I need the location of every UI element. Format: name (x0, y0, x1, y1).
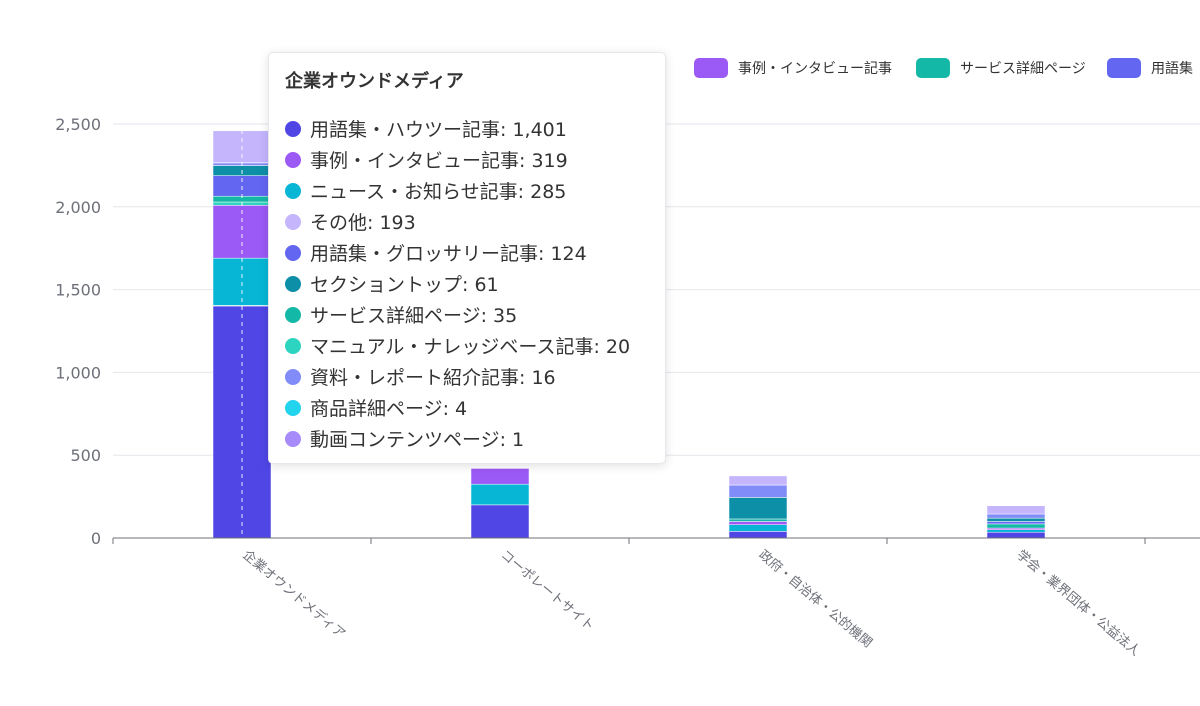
x-category-label: 学会・業界団体・公益法人 (1013, 547, 1143, 660)
tooltip-series-dot (285, 430, 301, 447)
legend-swatch (916, 58, 950, 78)
tooltip-row: ニュース・お知らせ記事: 285 (285, 175, 649, 206)
tooltip-rows: 用語集・ハウツー記事: 1,401 事例・インタビュー記事: 319 ニュース・お知… (285, 113, 649, 454)
x-category-label: コーポレートサイト (497, 548, 596, 635)
tooltip-series-dot (285, 151, 301, 168)
tooltip-title: 企業オウンドメディア (285, 71, 464, 92)
bar-segment (986, 505, 1046, 515)
chart-tooltip: 企業オウンドメディア 用語集・ハウツー記事: 1,401 事例・インタビュー記事:… (268, 52, 666, 464)
bar-segment (728, 521, 788, 526)
bar-segment (470, 504, 530, 539)
bar-segment (986, 513, 1046, 519)
tooltip-row: サービス詳細ページ: 35 (285, 299, 649, 330)
y-tick-label: 0 (91, 529, 101, 548)
tooltip-series-dot (285, 275, 301, 292)
bar-segment (728, 518, 788, 522)
tooltip-row: セクショントップ: 61 (285, 268, 649, 299)
tooltip-series-dot (285, 337, 301, 354)
bar-segment (728, 531, 788, 539)
tooltip-row-label: 事例・インタビュー記事: 319 (310, 150, 568, 172)
tooltip-row: 用語集・ハウツー記事: 1,401 (285, 113, 649, 144)
tooltip-row: 動画コンテンツページ: 1 (285, 423, 649, 454)
legend-item[interactable]: サービス詳細ページ (916, 56, 1086, 80)
tooltip-row: 商品詳細ページ: 4 (285, 392, 649, 423)
tooltip-row: 用語集・グロッサリー記事: 124 (285, 237, 649, 268)
bar-segment (470, 483, 530, 506)
tooltip-row: マニュアル・ナレッジベース記事: 20 (285, 330, 649, 361)
tooltip-series-dot (285, 120, 301, 137)
tooltip-row-label: 用語集・ハウツー記事: 1,401 (310, 119, 567, 141)
y-tick-label: 1,500 (55, 281, 101, 300)
bar-segment (728, 475, 788, 486)
bar-segment (728, 484, 788, 498)
tooltip-series-dot (285, 368, 301, 385)
tooltip-row-label: セクショントップ: 61 (310, 274, 499, 296)
tooltip-series-dot (285, 244, 301, 261)
tooltip-row-label: 資料・レポート紹介記事: 16 (310, 367, 556, 389)
x-category-label: 政府・自治体・公的機関 (755, 547, 875, 651)
bar-segment (986, 529, 1046, 533)
tooltip-row-label: その他: 193 (310, 212, 416, 234)
tooltip-row-label: マニュアル・ナレッジベース記事: 20 (310, 336, 631, 358)
legend-swatch (694, 58, 728, 78)
x-category-label: 企業オウンドメディア (239, 547, 348, 642)
legend-item[interactable]: 用語集 (1107, 56, 1193, 80)
tooltip-row: 資料・レポート紹介記事: 16 (285, 361, 649, 392)
y-tick-label: 2,000 (55, 198, 101, 217)
y-tick-label: 2,500 (55, 115, 101, 134)
tooltip-series-dot (285, 213, 301, 230)
tooltip-row-label: 用語集・グロッサリー記事: 124 (310, 243, 587, 265)
tooltip-row-label: 動画コンテンツページ: 1 (310, 429, 525, 451)
bar-segment (728, 497, 788, 520)
tooltip-row: その他: 193 (285, 206, 649, 237)
bar-segment (728, 524, 788, 532)
bar-segment (986, 521, 1046, 525)
bar-segment (986, 523, 1046, 529)
legend-item[interactable]: 事例・インタビュー記事 (694, 56, 892, 80)
bar-segment (470, 468, 530, 485)
tooltip-series-dot (285, 399, 301, 416)
bar-segment (986, 531, 1046, 539)
legend-swatch (1107, 58, 1141, 78)
y-tick-label: 1,000 (55, 363, 101, 382)
legend-label: サービス詳細ページ (960, 61, 1086, 77)
bar-segment (986, 517, 1046, 522)
tooltip-row-label: 商品詳細ページ: 4 (310, 398, 468, 420)
tooltip-series-dot (285, 182, 301, 199)
tooltip-series-dot (285, 306, 301, 323)
tooltip-row: 事例・インタビュー記事: 319 (285, 144, 649, 175)
legend-label: 用語集 (1151, 61, 1193, 77)
legend-label: 事例・インタビュー記事 (738, 61, 892, 77)
bar-segment (212, 205, 272, 259)
tooltip-row-label: ニュース・お知らせ記事: 285 (310, 181, 567, 203)
tooltip-row-label: サービス詳細ページ: 35 (310, 305, 518, 327)
y-tick-label: 500 (70, 446, 101, 465)
